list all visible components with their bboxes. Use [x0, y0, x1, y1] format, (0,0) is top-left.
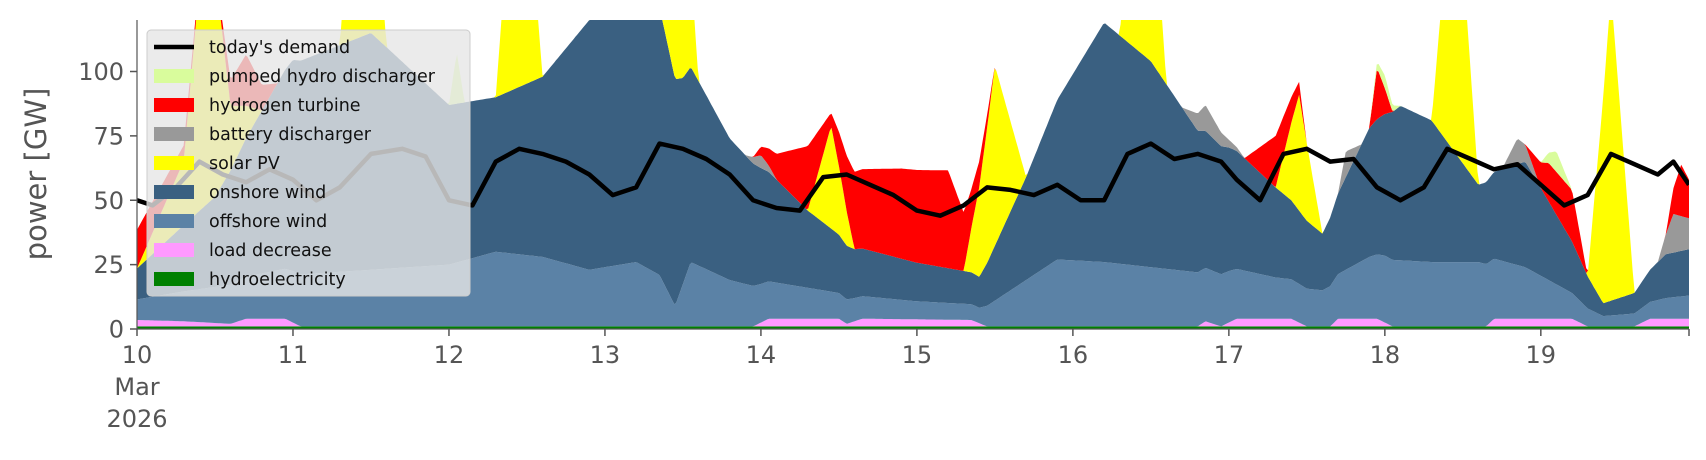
- x-tick-sublabel: Mar: [114, 373, 159, 401]
- x-tick-label: 19: [1526, 341, 1557, 369]
- area-hydrogen-turbine: [137, 20, 1689, 293]
- y-tick-label: 75: [93, 122, 124, 150]
- stacked-area-layer: [137, 20, 1689, 329]
- legend-label-hydrogen-turbine: hydrogen turbine: [209, 96, 361, 116]
- legend-swatch-onshore-wind: [154, 185, 194, 199]
- x-tick-label: 16: [1058, 341, 1089, 369]
- y-axis-label: power [GW]: [19, 88, 53, 261]
- y-tick-label: 0: [109, 316, 124, 344]
- x-tick-label: 13: [590, 341, 621, 369]
- area-hydroelectricity: [137, 326, 1689, 329]
- y-tick-label: 25: [93, 251, 124, 279]
- legend-swatch-offshore-wind: [154, 214, 194, 228]
- x-tick-label: 15: [902, 341, 933, 369]
- legend-label-pumped-hydro-discharger: pumped hydro discharger: [209, 67, 436, 87]
- x-tick-label: 18: [1370, 341, 1401, 369]
- legend-swatch-hydrogen-turbine: [154, 98, 194, 112]
- legend-swatch-solar-pv: [154, 156, 194, 170]
- legend-swatch-battery-discharger: [154, 127, 194, 141]
- legend-swatch-hydroelectricity: [154, 272, 194, 286]
- x-tick-sublabel: 2026: [106, 405, 167, 433]
- x-tick-label: 14: [746, 341, 777, 369]
- legend-box: [146, 29, 471, 297]
- x-tick-label: 10: [122, 341, 153, 369]
- legend-swatch-load-decrease: [154, 243, 194, 257]
- legend: today's demand pumped hydro discharger hyd…: [146, 29, 471, 297]
- axes: 0 25 50 75 100 10 Mar 2026 11 12 13 14 15 16 17 18 19: [78, 20, 1690, 433]
- legend-swatch-pumped-hydro-discharger: [154, 69, 194, 83]
- x-tick-label: 17: [1214, 341, 1245, 369]
- area-onshore-wind: [137, 20, 1689, 317]
- y-tick-label: 100: [78, 58, 124, 86]
- x-tick-label: 11: [278, 341, 309, 369]
- legend-label-battery-discharger: battery discharger: [209, 125, 372, 145]
- area-offshore-wind: [137, 251, 1689, 327]
- legend-label-onshore-wind: onshore wind: [209, 183, 326, 203]
- legend-label-solar-pv: solar PV: [209, 154, 280, 174]
- legend-label-today-s-demand: today's demand: [209, 38, 350, 58]
- y-tick-label: 50: [93, 187, 124, 215]
- legend-label-load-decrease: load decrease: [209, 241, 332, 261]
- x-tick-label: 12: [434, 341, 465, 369]
- legend-label-hydroelectricity: hydroelectricity: [209, 270, 346, 290]
- area-load-decrease: [137, 318, 1689, 327]
- legend-label-offshore-wind: offshore wind: [209, 212, 327, 232]
